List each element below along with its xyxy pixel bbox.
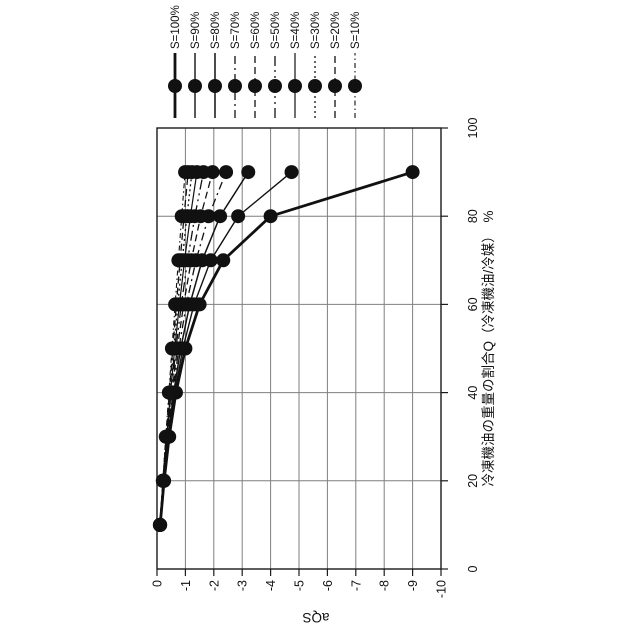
data-point-S=100%	[216, 253, 231, 268]
legend-label-S=20%: S=20%	[330, 12, 342, 49]
q-tick-label: 80	[466, 209, 480, 223]
legend-marker-S=50%	[268, 79, 282, 93]
aqs-tick-label: -8	[378, 580, 392, 591]
legend-marker-S=30%	[308, 79, 322, 93]
legend-label-S=60%: S=60%	[250, 12, 262, 49]
data-point-S=70%	[219, 165, 234, 180]
legend-label-S=50%: S=50%	[270, 12, 282, 49]
aqs-tick-label: -10	[435, 580, 449, 598]
data-point-S=10%	[155, 473, 170, 488]
aqs-axis-title: aQS	[302, 610, 329, 625]
aqs-tick-label: -4	[264, 580, 278, 591]
data-point-S=100%	[405, 165, 420, 180]
aqs-tick-label: -7	[349, 580, 363, 591]
series-line-S=100%	[158, 170, 414, 526]
data-point-S=10%	[161, 385, 176, 400]
legend-label-S=100%: S=100%	[170, 5, 182, 49]
legend-label-S=30%: S=30%	[310, 12, 322, 49]
q-tick-label: 100	[466, 118, 480, 139]
aqs-tick-label: -2	[207, 580, 221, 591]
legend-marker-S=20%	[328, 79, 342, 93]
q-tick-label: 40	[466, 386, 480, 400]
aqs-tick-label: -5	[293, 580, 307, 591]
legend-marker-S=60%	[248, 79, 262, 93]
legend-label-S=70%: S=70%	[230, 12, 242, 49]
data-point-S=90%	[231, 209, 246, 224]
legend-marker-S=90%	[188, 79, 202, 93]
legend-label-S=40%: S=40%	[290, 12, 302, 49]
data-point-S=10%	[164, 341, 179, 356]
legend-label-S=10%: S=10%	[350, 12, 362, 49]
data-point-S=90%	[284, 165, 299, 180]
data-point-S=10%	[174, 209, 189, 224]
data-point-S=10%	[168, 297, 183, 312]
aqs-tick-label: -6	[321, 580, 335, 591]
legend-marker-S=40%	[288, 79, 302, 93]
legend-marker-S=80%	[208, 79, 222, 93]
q-tick-label: 60	[466, 297, 480, 311]
q-tick-label: 0	[466, 565, 480, 572]
legend-label-S=90%: S=90%	[190, 12, 202, 49]
legend-marker-S=10%	[348, 79, 362, 93]
chart-rotation-group: 0 20 40 60 80 100 0 -1 -2 -3 -4 -5 -6 -7 -8 -9 -10 冷凍機油の重…	[151, 5, 497, 625]
data-point-S=10%	[152, 517, 167, 532]
data-point-S=10%	[171, 253, 186, 268]
data-point-S=100%	[263, 209, 278, 224]
legend-marker-S=100%	[168, 79, 182, 93]
q-axis-title: 冷凍機油の重量の割合Q（冷凍機油/冷媒） %	[480, 210, 496, 486]
legend-label-S=80%: S=80%	[210, 12, 222, 49]
aqs-tick-label: -9	[406, 580, 420, 591]
aqs-tick-label: 0	[151, 580, 165, 587]
aqs-tick-label: -1	[179, 580, 193, 591]
data-point-S=80%	[213, 209, 228, 224]
q-tick-label: 20	[466, 474, 480, 488]
data-point-S=10%	[158, 429, 173, 444]
data-point-S=80%	[241, 165, 256, 180]
legend-marker-S=70%	[228, 79, 242, 93]
data-point-S=10%	[178, 165, 193, 180]
aqs-tick-label: -3	[236, 580, 250, 591]
